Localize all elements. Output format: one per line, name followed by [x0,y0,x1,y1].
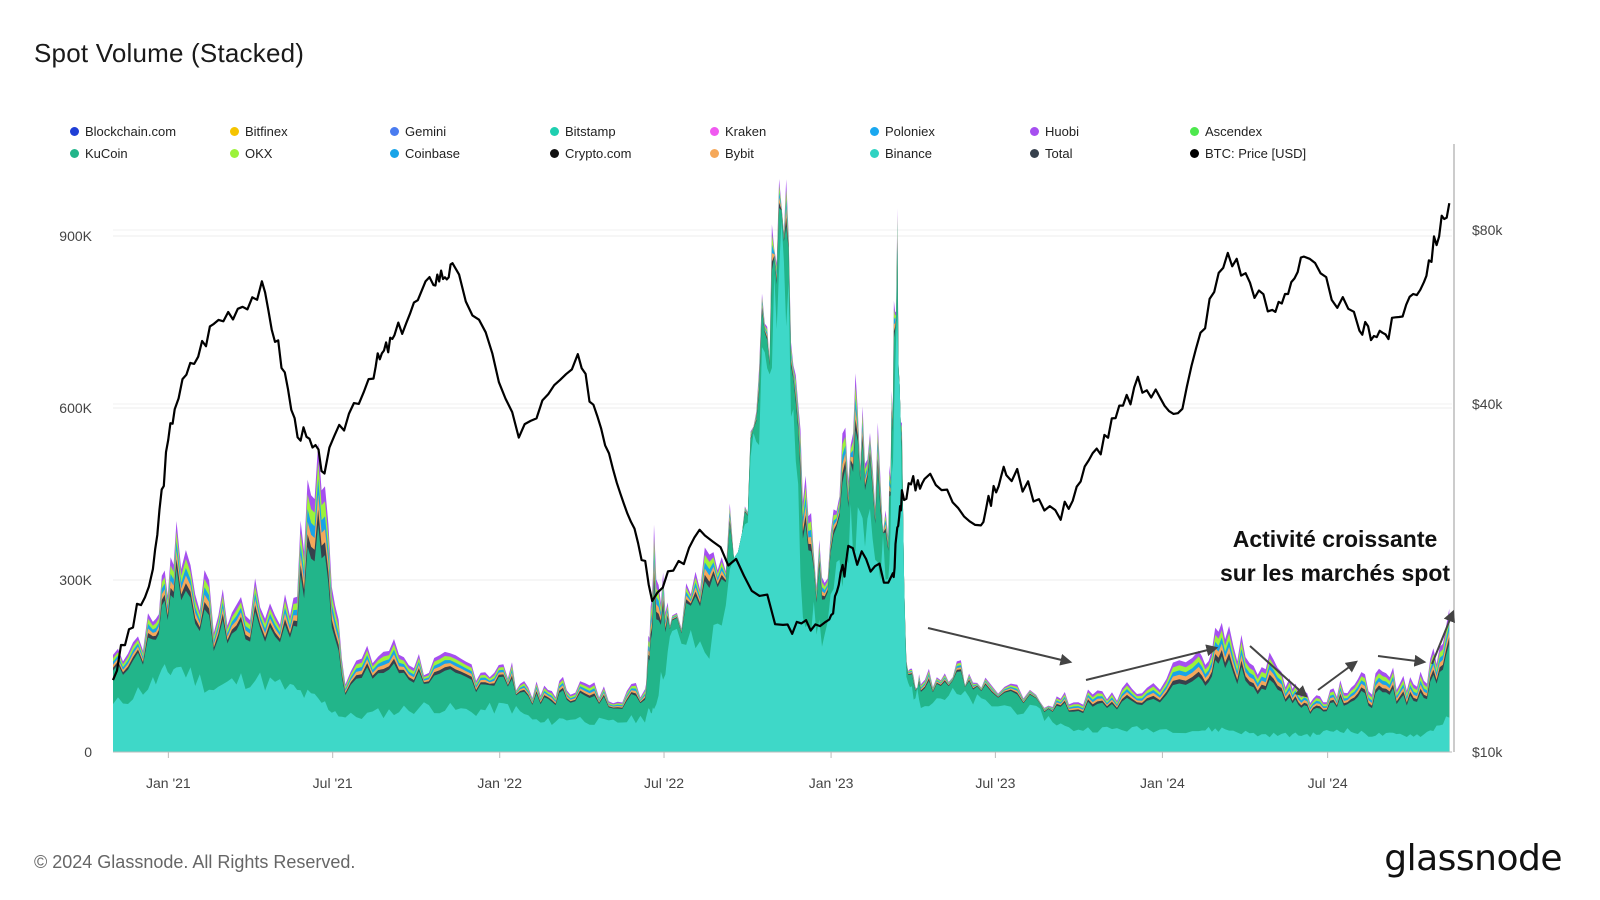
legend-dot-icon [870,127,879,136]
legend-label: Blockchain.com [85,124,177,139]
chart-title: Spot Volume (Stacked) [34,38,305,68]
trend-arrow [1085,644,1219,681]
legend-label: Ascendex [1205,124,1263,139]
legend-dot-icon [390,127,399,136]
legend-dot-icon [710,127,719,136]
legend-dot-icon [230,149,239,158]
legend-dot-icon [70,127,79,136]
legend-label: Kraken [725,124,767,139]
x-tick-label: Jul '23 [975,775,1015,791]
glassnode-logo[interactable]: glassnode [1384,838,1562,879]
annotation-text: Activité croissante sur les marchés spot [1200,522,1470,590]
y-left-tick-label: 900K [59,228,92,244]
legend-item[interactable]: Blockchain.com [70,124,176,139]
legend-item[interactable]: Binance [870,146,932,161]
y-left-tick-label: 600K [59,400,92,416]
legend-label: OKX [245,146,273,161]
y-left-tick-label: 300K [59,572,92,588]
legend-dot-icon [710,149,719,158]
axes: 0 300K 600K 900K $10k $40k $80k Jan '21 Jul '21 J… [59,144,1503,791]
trend-arrow [1249,645,1308,698]
annotation-arrows [927,609,1455,698]
legend-dot-icon [550,149,559,158]
legend-dot-icon [550,127,559,136]
legend-item[interactable]: Poloniex [870,124,935,139]
y-left-tick-label: 0 [84,744,92,760]
x-tick-label: Jan '21 [146,775,191,791]
legend-label: Bybit [725,146,754,161]
legend-item[interactable]: Ascendex [1190,124,1262,139]
legend-label: Huobi [1045,124,1079,139]
trend-arrow [1431,609,1455,665]
y-right-tick-label: $10k [1472,744,1503,760]
volume-binance-area [113,221,1450,752]
legend-label: Binance [885,146,932,161]
x-tick-label: Jan '23 [809,775,854,791]
annotation-line2: sur les marchés spot [1219,560,1451,586]
volume-areas [113,179,1450,753]
x-tick-label: Jul '22 [644,775,684,791]
x-tick-label: Jul '24 [1308,775,1348,791]
btc-price-path [111,203,1451,681]
x-tick-label: Jan '24 [1140,775,1185,791]
legend-dot-icon [1030,127,1039,136]
trend-arrow [1317,660,1358,691]
legend-label: BTC: Price [USD] [1205,146,1307,161]
legend-label: Coinbase [405,146,460,161]
legend-label: Gemini [405,124,447,139]
legend-item[interactable]: Huobi [1030,124,1079,139]
y-right-tick-label: $40k [1472,396,1503,412]
copyright-text: © 2024 Glassnode. All Rights Reserved. [34,852,356,872]
legend-dot-icon [70,149,79,158]
legend-dot-icon [1190,127,1199,136]
legend-item[interactable]: Bybit [710,146,754,161]
legend-dot-icon [390,149,399,158]
x-tick-label: Jan '22 [477,775,522,791]
legend-item[interactable]: Coinbase [390,146,460,161]
annotation-line1: Activité croissante [1232,526,1438,552]
legend-dot-icon [870,149,879,158]
legend-label: Bitfinex [245,124,288,139]
legend-label: Bitstamp [565,124,616,139]
legend-item[interactable]: Bitstamp [550,124,616,139]
legend-item[interactable]: Crypto.com [550,146,631,161]
y-right-tick-label: $80k [1472,222,1503,238]
trend-arrow [1377,654,1427,667]
legend-item[interactable]: Gemini [390,124,446,139]
legend-item[interactable]: Bitfinex [230,124,288,139]
legend-label: Crypto.com [565,146,632,161]
legend-label: Total [1045,146,1073,161]
x-tick-label: Jul '21 [313,775,353,791]
legend-label: KuCoin [85,146,128,161]
legend-dot-icon [1030,149,1039,158]
legend-label: Poloniex [885,124,935,139]
trend-arrow [927,627,1073,666]
legend-item[interactable]: KuCoin [70,146,128,161]
legend-dot-icon [230,127,239,136]
legend-item[interactable]: Kraken [710,124,766,139]
legend-dot-icon [1190,149,1199,158]
legend-item[interactable]: OKX [230,146,272,161]
btc-price-line [111,203,1451,681]
legend-item[interactable]: BTC: Price [USD] [1190,146,1306,161]
legend-item[interactable]: Total [1030,146,1072,161]
